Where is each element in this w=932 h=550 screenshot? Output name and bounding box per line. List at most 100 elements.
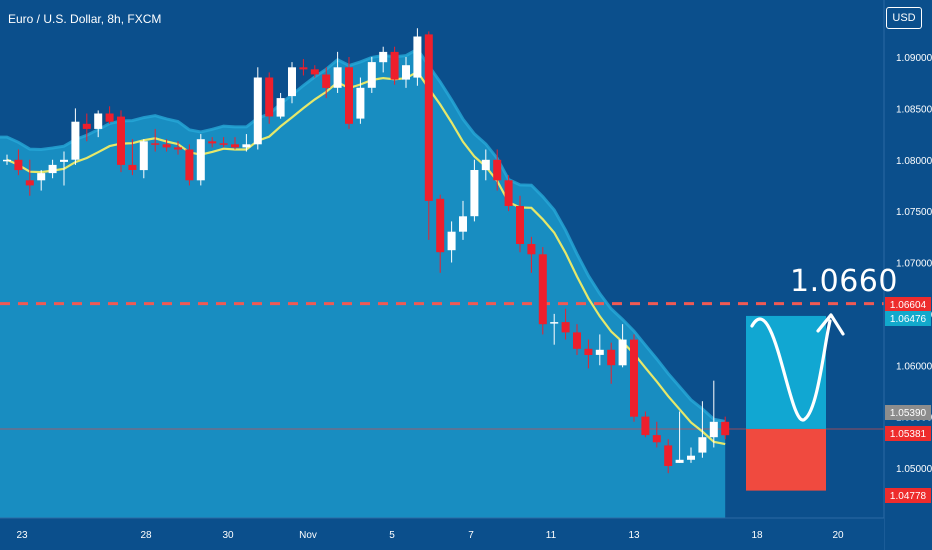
candle-body [196, 139, 205, 181]
time-axis[interactable]: 23 28 30 Nov 5 7 11 13 18 20 [0, 517, 884, 550]
candle [3, 154, 11, 165]
candle-body [573, 332, 581, 349]
candle-body [139, 141, 148, 171]
candle-body [322, 74, 331, 88]
candle-body [493, 159, 502, 181]
candle [105, 106, 114, 124]
candle [276, 92, 285, 119]
arrow-head-icon [816, 313, 845, 336]
price-badge-bg [885, 311, 931, 326]
time-tick-label: 28 [140, 530, 152, 541]
candle [14, 149, 23, 176]
candle [139, 139, 148, 179]
candle [721, 416, 730, 440]
price-axis[interactable]: 1.090001.085001.080001.075001.070001.065… [883, 0, 932, 550]
candle-body [424, 34, 433, 201]
candle-body [14, 159, 23, 171]
candle [584, 339, 593, 369]
price-badge: 1.06476 [885, 311, 931, 326]
time-tick-label: 11 [546, 530, 557, 541]
candle-body [379, 51, 388, 63]
candle [71, 108, 80, 165]
time-tick-label: 20 [832, 530, 844, 541]
time-tick-label: 23 [16, 530, 28, 541]
candle [37, 170, 46, 191]
symbol-title: Euro / U.S. Dollar, 8h, FXCM [8, 12, 162, 26]
time-tick-label: 7 [468, 530, 474, 541]
candle-body [550, 322, 559, 324]
candle [709, 380, 718, 448]
price-badge-label: 1.04778 [890, 491, 927, 502]
price-badge-bg [885, 488, 931, 503]
candle-body [584, 348, 593, 355]
candle-body [481, 159, 490, 171]
time-tick-label: 18 [751, 530, 763, 541]
candle-body [128, 164, 137, 170]
projection-curve [750, 317, 832, 422]
candle [265, 72, 274, 124]
candle [208, 137, 217, 148]
candle-body [288, 67, 296, 97]
candle-body [470, 170, 479, 217]
candle-body [459, 216, 467, 232]
candle [698, 401, 707, 458]
candle [367, 57, 376, 93]
candle [48, 159, 57, 179]
candle-body [94, 113, 103, 129]
candle [447, 221, 456, 263]
position-tool[interactable] [746, 313, 845, 491]
time-axis-bg [0, 518, 884, 550]
price-badge-label: 1.06604 [890, 300, 927, 311]
candle [231, 137, 239, 150]
price-levels [0, 302, 884, 430]
price-tick-label: 1.09000 [896, 53, 932, 64]
candle [82, 113, 91, 142]
candle-body [37, 173, 46, 181]
candle-body [60, 159, 68, 162]
candles[interactable] [3, 28, 730, 474]
ma-line [6, 70, 726, 446]
target-zone [746, 315, 826, 429]
candle [413, 28, 422, 86]
candle [459, 200, 467, 240]
candle [25, 159, 34, 196]
candle [174, 141, 182, 155]
candle-body [48, 164, 57, 174]
candle [162, 139, 171, 152]
candle [117, 110, 125, 173]
candle-body [527, 244, 536, 255]
candle [128, 139, 137, 176]
candle [94, 110, 103, 138]
currency-button[interactable]: USD [886, 7, 922, 29]
price-badge-bg [885, 426, 931, 441]
candle-body [265, 77, 274, 117]
candle [436, 194, 445, 273]
price-badge-bg [885, 405, 931, 420]
candle-body [516, 206, 524, 244]
candle [310, 65, 319, 78]
price-badges: 1.06604 1.06476 1.05390 1.05381 1.04778 [885, 297, 931, 503]
candle-body [117, 116, 125, 165]
candle-body [675, 459, 684, 463]
candle-body [174, 147, 182, 150]
candle-body [595, 349, 604, 355]
candle-body [664, 445, 673, 466]
candle [470, 159, 479, 222]
price-badge-label: 1.05381 [890, 429, 927, 440]
candle-body [310, 69, 319, 75]
candle-body [333, 67, 342, 88]
candle-body [356, 87, 365, 119]
candle [664, 439, 673, 474]
candle-body [253, 77, 262, 145]
candle-body [105, 113, 114, 122]
candle-body [3, 159, 11, 162]
price-badge: 1.05390 [885, 405, 931, 420]
candle [424, 31, 433, 240]
candle-body [652, 435, 661, 443]
candle-body [151, 143, 160, 145]
candle-body [538, 254, 547, 325]
candle [641, 411, 650, 438]
candle-body [504, 180, 513, 206]
